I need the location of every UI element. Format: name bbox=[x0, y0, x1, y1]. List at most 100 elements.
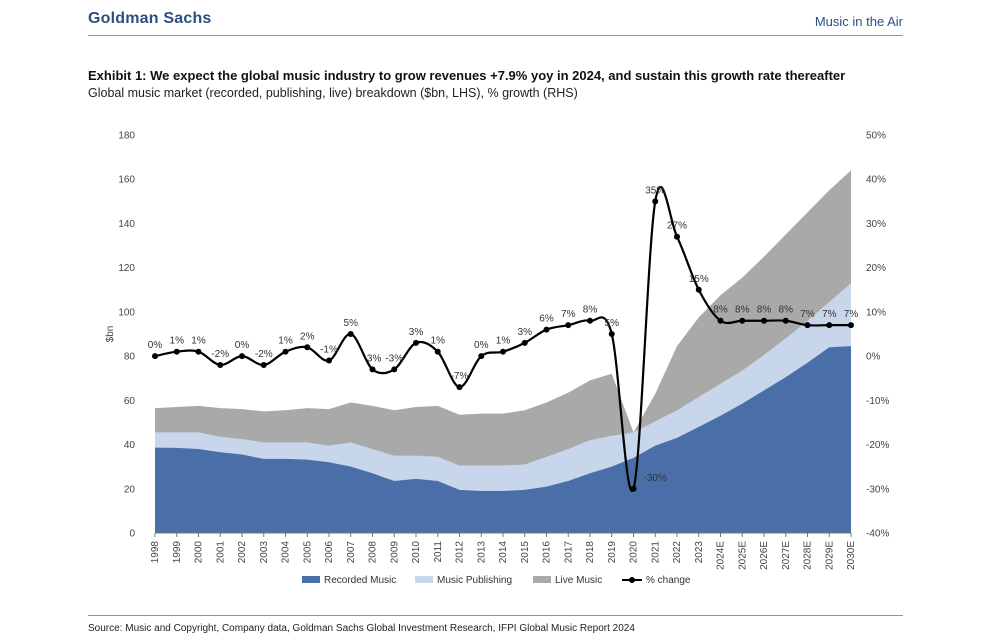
data-label: 35% bbox=[645, 185, 665, 196]
y2-tick-label: -10% bbox=[866, 396, 889, 407]
x-tick-label: 2006 bbox=[324, 541, 335, 564]
source-note: Source: Music and Copyright, Company dat… bbox=[88, 623, 635, 634]
x-tick-label: 1998 bbox=[150, 541, 161, 564]
percent-change-point bbox=[434, 348, 441, 355]
data-label: 6% bbox=[539, 314, 554, 325]
percent-change-point bbox=[521, 339, 528, 346]
data-label: -3% bbox=[385, 353, 403, 364]
percent-change-line: 0% 1% 1% -2% 0% -2% 1% 2% -1% 5% -3% -3% 3% 1% -7% 0% 1%… bbox=[148, 185, 859, 493]
data-label: 1% bbox=[431, 336, 446, 347]
x-tick-label: 2000 bbox=[194, 541, 205, 564]
y2-tick-label: 20% bbox=[866, 263, 886, 274]
legend-swatch-recorded bbox=[302, 576, 320, 583]
x-tick-label: 2016 bbox=[542, 541, 553, 564]
y2-tick-label: 10% bbox=[866, 307, 886, 318]
data-label: 2% bbox=[300, 331, 315, 342]
percent-change-point bbox=[608, 331, 615, 337]
percent-change-point bbox=[826, 322, 833, 329]
x-tick-label: 2028E bbox=[803, 541, 814, 570]
data-label: 27% bbox=[667, 221, 687, 232]
percent-change-point bbox=[369, 366, 376, 373]
x-tick-label: 2004 bbox=[281, 541, 292, 564]
x-tick-label: 2009 bbox=[389, 541, 400, 564]
y2-tick-label: 40% bbox=[866, 175, 886, 186]
percent-change-point bbox=[391, 366, 398, 373]
percent-change-point bbox=[630, 485, 637, 492]
report-header: Goldman Sachs Music in the Air bbox=[88, 8, 903, 34]
x-tick-label: 2007 bbox=[346, 541, 357, 564]
data-label: 0% bbox=[148, 340, 163, 351]
x-tick-label: 2020 bbox=[629, 541, 640, 564]
data-label: 5% bbox=[605, 318, 620, 329]
data-label: 15% bbox=[689, 274, 709, 285]
data-label: 1% bbox=[496, 336, 511, 347]
y2-tick-label: 30% bbox=[866, 219, 886, 230]
x-tick-label: 2027E bbox=[781, 541, 792, 570]
percent-change-point bbox=[565, 322, 572, 329]
x-tick-label: 2024E bbox=[716, 541, 727, 570]
legend-marker-change bbox=[629, 577, 635, 583]
percent-change-point bbox=[195, 348, 202, 355]
footer-divider bbox=[88, 615, 903, 616]
y2-tick-label: -20% bbox=[866, 440, 889, 451]
legend-swatch-live bbox=[533, 576, 551, 583]
data-label: 7% bbox=[844, 309, 859, 320]
percent-change-point bbox=[326, 357, 332, 364]
data-label: 8% bbox=[735, 305, 750, 316]
percent-change-point bbox=[674, 233, 680, 240]
data-label: 7% bbox=[800, 309, 815, 320]
x-tick-label: 2021 bbox=[650, 541, 661, 564]
x-tick-label: 2014 bbox=[498, 541, 509, 564]
x-tick-label: 2010 bbox=[411, 541, 422, 564]
y-axis-title: $bn bbox=[105, 326, 116, 343]
percent-change-point bbox=[804, 322, 811, 329]
legend-swatch-publishing bbox=[415, 576, 433, 583]
percent-change-point bbox=[152, 353, 158, 360]
x-tick-label: 2015 bbox=[520, 541, 531, 564]
data-label: 8% bbox=[779, 305, 794, 316]
x-tick-label: 1999 bbox=[172, 541, 183, 564]
percent-change-point bbox=[782, 317, 789, 324]
x-tick-label: 2029E bbox=[824, 541, 835, 570]
brand-name: Goldman Sachs bbox=[88, 10, 212, 27]
data-label: 7% bbox=[561, 309, 576, 320]
x-tick-label: 2026E bbox=[759, 541, 770, 570]
y-tick-label: 20 bbox=[124, 484, 136, 495]
percent-change-point bbox=[260, 361, 267, 368]
y-tick-label: 140 bbox=[118, 219, 135, 230]
data-label: 5% bbox=[344, 318, 359, 329]
area-recorded-music bbox=[155, 346, 851, 533]
y-tick-label: 100 bbox=[118, 307, 135, 318]
x-tick-label: 2017 bbox=[563, 541, 574, 564]
percent-change-point bbox=[652, 198, 659, 205]
x-tick-label: 2012 bbox=[455, 541, 466, 564]
y-tick-label: 0 bbox=[129, 529, 135, 540]
data-label: 8% bbox=[583, 305, 598, 316]
data-label: -3% bbox=[364, 353, 382, 364]
legend-label-live: Live Music bbox=[555, 575, 602, 586]
chart-legend: Recorded Music Music Publishing Live Music… bbox=[302, 575, 691, 586]
x-tick-label: 2030E bbox=[846, 541, 857, 570]
data-label: 0% bbox=[474, 340, 489, 351]
y2-tick-label: 50% bbox=[866, 131, 886, 142]
exhibit-title: Exhibit 1: We expect the global music in… bbox=[88, 68, 846, 83]
percent-change-point bbox=[695, 286, 702, 293]
data-label: 1% bbox=[191, 336, 206, 347]
y-tick-label: 80 bbox=[124, 352, 136, 363]
y-tick-label: 180 bbox=[118, 131, 135, 142]
percent-change-point bbox=[282, 348, 289, 355]
chart-axes: 0 20 40 60 80 100 120 140 160 180 50% 40% 30% 20% 10% 0… bbox=[105, 131, 889, 570]
x-tick-label: 2002 bbox=[237, 541, 248, 564]
data-label: 0% bbox=[235, 340, 250, 351]
data-label: 3% bbox=[409, 327, 424, 338]
x-tick-label: 2023 bbox=[694, 541, 705, 564]
y2-tick-label: -40% bbox=[866, 529, 889, 540]
percent-change-point bbox=[478, 353, 485, 360]
data-label: 8% bbox=[757, 305, 772, 316]
exhibit-subtitle: Global music market (recorded, publishin… bbox=[88, 86, 578, 100]
y-tick-label: 40 bbox=[124, 440, 136, 451]
percent-change-point bbox=[717, 317, 724, 324]
y-tick-label: 120 bbox=[118, 263, 135, 274]
percent-change-point bbox=[347, 331, 354, 337]
